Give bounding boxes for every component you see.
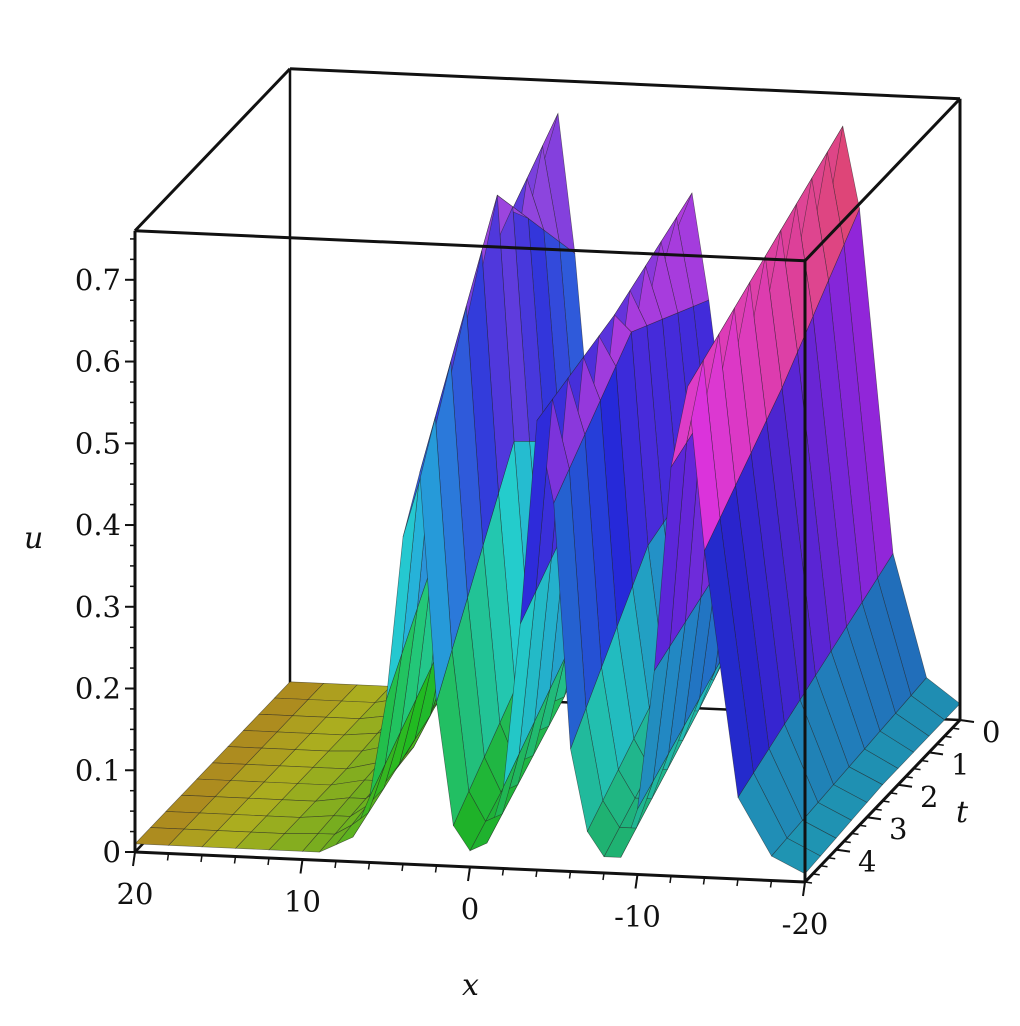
- t-minor-tick: [835, 848, 844, 852]
- t-minor-tick: [828, 856, 836, 860]
- x-minor-tick: [669, 875, 672, 884]
- t-minor-tick: [897, 784, 906, 787]
- t-minor-tick: [928, 751, 937, 755]
- x-minor-tick: [133, 851, 136, 860]
- t-minor-tick: [874, 808, 882, 811]
- u-tick-label: 0.4: [75, 508, 121, 542]
- x-minor-tick: [401, 863, 404, 872]
- x-tick-label: -20: [782, 907, 829, 941]
- x-axis-title: x: [462, 968, 479, 1003]
- x-tick-label: 0: [461, 892, 479, 926]
- u-tick-label: 0.3: [75, 590, 121, 624]
- u-tick-label: 0: [103, 835, 121, 869]
- t-tick-label: 2: [920, 780, 938, 814]
- t-minor-tick: [859, 824, 867, 828]
- plot-box-front: [133, 67, 962, 884]
- t-minor-tick: [905, 775, 913, 779]
- t-tick-label: 1: [951, 747, 969, 781]
- t-minor-tick: [913, 767, 921, 771]
- box-edge-back-top: [289, 67, 961, 101]
- t-minor-tick: [944, 735, 952, 738]
- x-minor-tick: [334, 860, 337, 869]
- x-minor-tick: [468, 866, 471, 875]
- t-minor-tick: [804, 881, 813, 884]
- x-minor-tick: [568, 871, 572, 879]
- t-minor-tick: [851, 832, 859, 836]
- u-tick-label: 0.2: [75, 672, 121, 706]
- surface-mesh: [134, 112, 961, 875]
- x-tick-label: 20: [117, 877, 154, 911]
- x-tick-label: 10: [284, 885, 321, 919]
- x-minor-tick: [367, 862, 371, 870]
- x-minor-tick: [233, 856, 237, 864]
- t-tick-label: 4: [858, 845, 876, 879]
- u-tick-label: 0.7: [75, 263, 121, 297]
- x-minor-tick: [602, 872, 605, 881]
- t-minor-tick: [866, 816, 875, 819]
- x-tick-label: -10: [614, 900, 661, 934]
- t-minor-tick: [820, 865, 828, 868]
- t-minor-tick: [936, 743, 944, 747]
- x-minor-tick: [300, 859, 304, 867]
- x-minor-tick: [501, 868, 505, 876]
- box-edge-left-top: [133, 67, 292, 232]
- x-minor-tick: [166, 853, 170, 861]
- t-tick-label: 0: [982, 715, 1000, 749]
- t-minor-tick: [921, 759, 929, 763]
- x-minor-tick: [769, 880, 773, 888]
- t-minor-tick: [843, 840, 851, 844]
- x-minor-tick: [434, 865, 438, 873]
- x-minor-tick: [267, 857, 270, 866]
- x-minor-tick: [702, 877, 706, 885]
- x-minor-tick: [635, 874, 639, 882]
- u-tick-label: 0.1: [75, 753, 121, 787]
- x-minor-tick: [535, 869, 538, 878]
- u-tick-label: 0.5: [75, 426, 121, 460]
- x-minor-tick: [200, 854, 203, 863]
- x-minor-tick: [803, 881, 806, 890]
- u-tick-label: 0.6: [75, 345, 121, 379]
- t-minor-tick: [890, 792, 898, 795]
- box-edge-right-top: [803, 97, 962, 262]
- t-minor-tick: [812, 873, 820, 876]
- x-minor-tick: [736, 878, 739, 887]
- t-minor-tick: [952, 727, 960, 730]
- t-axis-title: t: [956, 795, 969, 830]
- box-edge-front-top: [134, 229, 806, 263]
- t-tick-label: 3: [889, 812, 907, 846]
- t-minor-tick: [882, 800, 890, 803]
- t-minor-tick: [959, 719, 968, 722]
- u-axis-title: u: [24, 521, 43, 556]
